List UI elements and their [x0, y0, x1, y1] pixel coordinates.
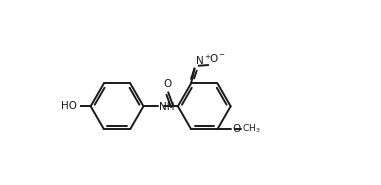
- Text: O$^-$: O$^-$: [210, 52, 226, 64]
- Text: O: O: [163, 80, 171, 90]
- Text: NH: NH: [159, 102, 174, 112]
- Text: N$^+$: N$^+$: [195, 54, 211, 67]
- Text: CH$_3$: CH$_3$: [242, 123, 260, 135]
- Text: HO: HO: [61, 101, 77, 111]
- Text: O: O: [232, 124, 240, 134]
